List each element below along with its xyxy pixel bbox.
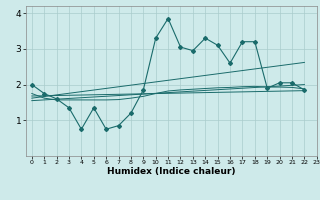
X-axis label: Humidex (Indice chaleur): Humidex (Indice chaleur) (107, 167, 236, 176)
